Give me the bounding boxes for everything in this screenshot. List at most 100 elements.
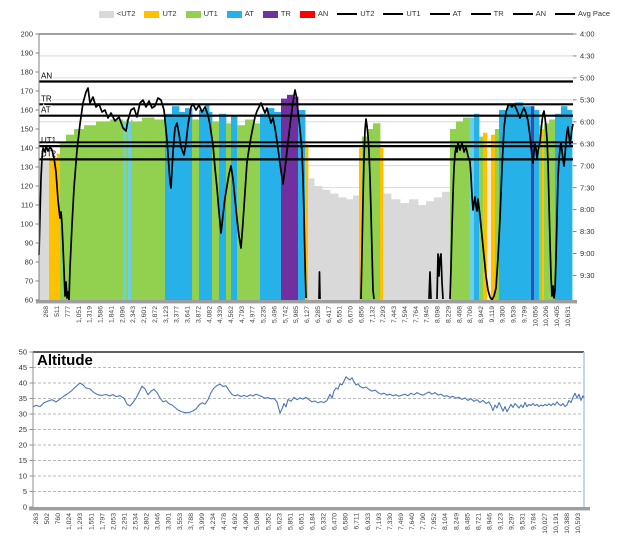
zone-label-AN: AN [41,72,52,81]
svg-text:5,985: 5,985 [293,306,300,323]
svg-text:10,405: 10,405 [554,306,561,327]
svg-text:3,301: 3,301 [166,513,173,530]
legend-label: UT1 [203,9,218,19]
svg-text:6,417: 6,417 [326,306,333,323]
legend-label: AT [452,9,462,19]
svg-text:10,206: 10,206 [543,306,550,327]
svg-text:170: 170 [20,87,33,96]
legend-line-item-tr: TR [470,9,504,19]
legend-swatch [98,10,114,18]
legend-swatch [299,10,315,18]
legend-line-item-ut2: UT2 [337,10,374,18]
svg-text:6,933: 6,933 [365,513,372,530]
svg-text:5,742: 5,742 [282,306,289,323]
svg-text:3,872: 3,872 [195,306,202,323]
legend-item-UT1: UT1 [185,9,218,19]
zone-label-UT1: UT1 [41,136,57,145]
legend-line-swatch [512,13,533,15]
svg-text:7,132: 7,132 [369,306,376,323]
legend-label: AN [535,9,547,19]
svg-text:1,797: 1,797 [99,513,106,530]
legend-line-item-avg-pace: Avg Pace [555,10,610,18]
chart-legend: <UT2 UT2 UT1 AT TR AN UT2 UT1 AT TR AN Avg Pace [0,6,620,22]
svg-text:8,721: 8,721 [475,513,482,530]
svg-text:2,802: 2,802 [144,513,151,530]
legend-label: TR [280,9,291,19]
legend-line-swatch [429,13,450,15]
svg-text:1,051: 1,051 [76,306,83,323]
svg-text:3,641: 3,641 [185,306,192,323]
svg-text:4,478: 4,478 [221,513,228,530]
legend-line-item-at: AT [429,9,462,19]
zone-threshold-lines: AN TR AT UT1 UT2 [39,70,573,161]
svg-text:5,235: 5,235 [261,306,268,323]
svg-text:6,580: 6,580 [343,513,350,530]
legend-label: <UT2 [116,9,136,19]
svg-text:8,946: 8,946 [486,513,493,530]
x-axis-bar [29,507,590,511]
legend-label: TR [493,9,504,19]
svg-text:9,300: 9,300 [500,306,507,323]
svg-text:10,191: 10,191 [553,513,560,534]
hr-zone-area [39,94,573,301]
svg-text:502: 502 [44,513,51,525]
svg-text:6,551: 6,551 [337,306,344,323]
svg-text:8,942: 8,942 [478,306,485,323]
svg-text:6,051: 6,051 [298,513,305,530]
svg-text:8:00: 8:00 [580,205,595,214]
svg-text:10,593: 10,593 [575,513,582,534]
svg-text:9,297: 9,297 [509,513,516,530]
svg-text:9,531: 9,531 [520,513,527,530]
altitude-chart-title: Altitude [37,352,93,369]
svg-text:4,562: 4,562 [228,306,235,323]
svg-text:7,952: 7,952 [431,513,438,530]
svg-text:6,285: 6,285 [315,306,322,323]
svg-text:7,293: 7,293 [380,306,387,323]
svg-text:0: 0 [23,503,27,512]
svg-text:6,332: 6,332 [321,513,328,530]
svg-text:2,872: 2,872 [152,306,159,323]
svg-text:9,784: 9,784 [531,513,538,530]
svg-text:3,788: 3,788 [188,513,195,530]
svg-text:190: 190 [20,49,33,58]
svg-text:6,856: 6,856 [358,306,365,323]
legend-swatch [144,10,160,18]
svg-text:7,594: 7,594 [402,306,409,323]
legend-line-swatch [383,13,404,15]
legend-line-item-an: AN [512,9,547,19]
svg-text:3,999: 3,999 [199,513,206,530]
svg-text:30: 30 [19,410,27,419]
svg-text:8,249: 8,249 [453,513,460,530]
legend-line-item-ut1: UT1 [383,10,421,18]
svg-text:45: 45 [19,363,27,372]
svg-text:6,711: 6,711 [354,513,361,530]
svg-text:511: 511 [54,306,61,317]
svg-text:1,319: 1,319 [87,306,94,323]
legend-label: AT [244,9,254,19]
legend-label: AN [317,9,329,19]
svg-text:1,293: 1,293 [77,513,84,530]
svg-text:4,977: 4,977 [250,306,257,323]
svg-text:15: 15 [19,456,27,465]
svg-text:20: 20 [19,441,27,450]
svg-text:4:00: 4:00 [580,30,595,39]
svg-text:4,900: 4,900 [243,513,250,530]
hr-zones-pace-chart: AN TR AT UT1 UT2 200 190 180 170 160 150 140 130 120 1… [20,30,594,327]
hr-axis: 200 190 180 170 160 150 140 130 120 110 100 90 80 70 6… [20,30,39,305]
svg-text:160: 160 [20,106,33,115]
svg-text:9,799: 9,799 [521,306,528,323]
svg-text:263: 263 [33,513,40,525]
svg-text:760: 760 [55,513,62,525]
legend-label: Avg Pace [578,9,610,19]
svg-text:7,443: 7,443 [391,306,398,323]
legend-item-lt-UT2: <UT2 [98,9,136,19]
legend-line-swatch [470,13,491,15]
svg-text:3,046: 3,046 [155,513,162,530]
svg-text:6:00: 6:00 [580,117,595,126]
svg-text:100: 100 [20,220,33,229]
svg-text:6:30: 6:30 [580,139,595,148]
svg-text:8,706: 8,706 [467,306,474,323]
svg-text:6,127: 6,127 [304,306,311,323]
svg-text:9,123: 9,123 [498,513,505,530]
